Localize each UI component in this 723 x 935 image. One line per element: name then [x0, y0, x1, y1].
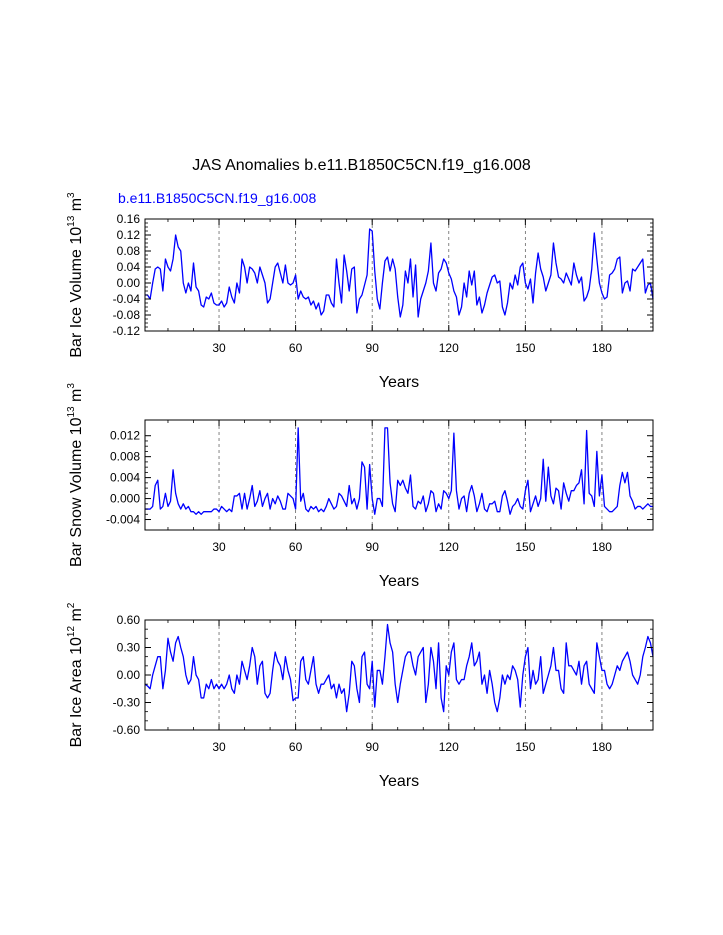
y-tick-label: 0.008	[110, 450, 140, 464]
y-tick-label: 0.00	[117, 668, 141, 682]
x-tick-label: 90	[366, 341, 380, 355]
y-axis-title-text: Bar Snow Volume 10	[68, 417, 85, 567]
x-tick-label: 60	[289, 740, 303, 754]
page-title: JAS Anomalies b.e11.B1850C5CN.f19_g16.00…	[192, 157, 531, 174]
case-label: b.e11.B1850C5CN.f19_g16.008	[118, 190, 317, 206]
y-tick-label: -0.08	[113, 308, 141, 322]
y-tick-label: -0.60	[113, 723, 141, 737]
y-axis-title-exponent: 12	[66, 626, 77, 638]
x-tick-label: 30	[212, 740, 226, 754]
x-tick-label: 180	[592, 740, 612, 754]
plot-frame	[144, 419, 654, 531]
y-tick-label: 0.60	[117, 613, 141, 627]
y-tick-label: 0.04	[117, 260, 141, 274]
y-tick-label: 0.16	[117, 212, 141, 226]
y-tick-label: -0.04	[113, 292, 141, 306]
y-axis-title-exponent: 3	[66, 192, 77, 198]
series-line	[144, 623, 654, 713]
y-tick-label: -0.30	[113, 696, 141, 710]
y-axis-title: Bar Ice Volume 1013 m3	[66, 192, 85, 358]
y-tick-label: -0.12	[113, 324, 141, 338]
y-axis-title-text: m	[68, 608, 85, 626]
y-axis-title-exponent: 13	[66, 406, 77, 418]
y-axis-title: Bar Ice Area 1012 m2	[66, 602, 85, 747]
y-axis-title-text: Bar Ice Area 10	[68, 637, 85, 747]
y-axis-title-text: m	[68, 198, 85, 216]
chart-panel-2: -0.004 0.000 0.004 0.008 0.012 30 60 90 120 150 18…	[66, 383, 654, 590]
x-tick-label: 150	[515, 341, 535, 355]
series-line	[145, 228, 654, 318]
x-tick-label: 120	[439, 740, 459, 754]
x-tick-label: 60	[289, 341, 303, 355]
chart-panel-3: -0.60 -0.30 0.00 0.30 0.60 30 60 90 120 150 180 Yea…	[66, 602, 654, 790]
y-tick-label: 0.08	[117, 244, 141, 258]
y-tick-label: 0.00	[117, 276, 141, 290]
y-axis-title: Bar Snow Volume 1013 m3	[66, 383, 85, 567]
x-tick-label: 150	[515, 540, 535, 554]
x-tick-label: 90	[366, 540, 380, 554]
y-axis-title-exponent: 2	[66, 602, 77, 608]
y-tick-label: 0.12	[117, 228, 141, 242]
x-axis-title: Years	[379, 573, 419, 590]
x-axis-title: Years	[379, 773, 419, 790]
x-tick-label: 30	[212, 540, 226, 554]
y-tick-label: 0.012	[110, 429, 140, 443]
y-tick-label: 0.30	[117, 641, 141, 655]
y-tick-label: -0.004	[106, 513, 140, 527]
y-axis-title-text: m	[68, 389, 85, 407]
x-tick-label: 90	[366, 740, 380, 754]
y-tick-label: 0.000	[110, 492, 140, 506]
x-tick-label: 60	[289, 540, 303, 554]
y-axis-title-exponent: 3	[66, 383, 77, 389]
x-tick-label: 180	[592, 341, 612, 355]
y-tick-label: 0.004	[110, 471, 140, 485]
x-tick-label: 120	[439, 341, 459, 355]
series-line	[145, 427, 653, 515]
x-tick-label: 120	[439, 540, 459, 554]
x-tick-label: 150	[515, 740, 535, 754]
y-axis-title-exponent: 13	[66, 215, 77, 227]
y-axis-title-text: Bar Ice Volume 10	[68, 227, 85, 358]
x-axis-title: Years	[379, 374, 419, 391]
x-tick-label: 180	[592, 540, 612, 554]
chart-panel-1: -0.12 -0.08 -0.04 0.00 0.04 0.08 0.12 0.16 30 60 9…	[66, 192, 654, 391]
x-tick-label: 30	[212, 341, 226, 355]
